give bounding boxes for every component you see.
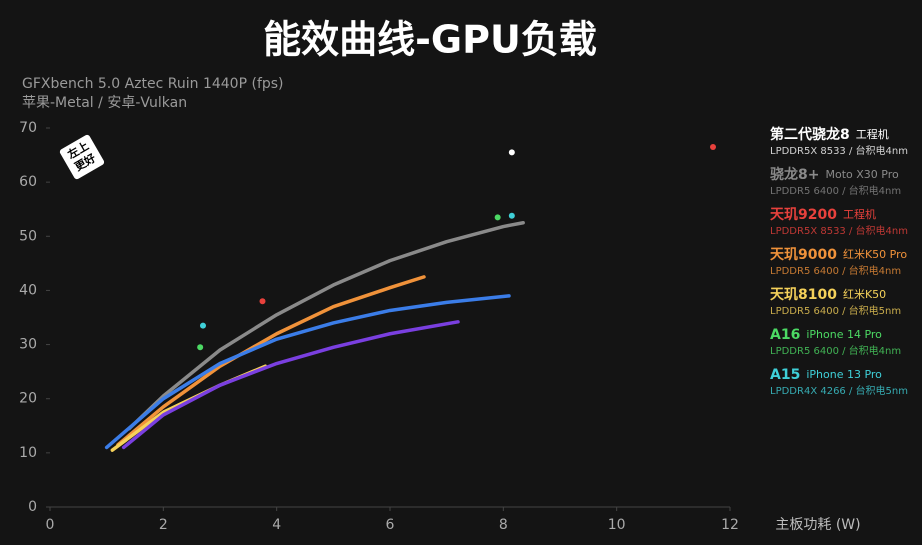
legend-device: 工程机 <box>856 127 889 141</box>
legend-name: A16 iPhone 14 Pro <box>770 327 882 343</box>
legend-name: A15 iPhone 13 Pro <box>770 367 882 383</box>
legend-spec: LPDDR5 6400 / 台积电4nm <box>770 264 901 277</box>
data-point <box>494 214 501 221</box>
badge-bg <box>59 134 105 180</box>
x-tick-label: 0 <box>46 517 55 533</box>
data-point <box>259 298 266 305</box>
legend-name-text: 天玑8100 <box>770 287 837 303</box>
x-tick-label: 8 <box>499 517 508 533</box>
y-tick-label: 70 <box>19 120 37 136</box>
y-tick-label: 20 <box>19 391 37 407</box>
legend-spec: LPDDR5X 8533 / 台积电4nm <box>770 224 908 237</box>
y-tick-label: 10 <box>19 445 37 461</box>
legend-spec: LPDDR5 6400 / 台积电4nm <box>770 184 901 197</box>
chart-title: 能效曲线-GPU负载 <box>263 18 597 62</box>
x-tick-label: 12 <box>721 517 739 533</box>
x-tick-label: 2 <box>159 517 168 533</box>
legend-name-text: A16 <box>770 327 800 343</box>
legend-name-text: 天玑9200 <box>770 207 837 223</box>
curve <box>121 320 460 450</box>
data-point <box>200 322 206 329</box>
legend-name-text: 骁龙8+ <box>770 166 819 183</box>
x-tick-label: 6 <box>386 517 395 533</box>
legend-name-text: 第二代骁龙8 <box>770 126 850 143</box>
x-tick-label: 10 <box>608 517 626 533</box>
legend-name: 天玑9000 红米K50 Pro <box>770 247 907 263</box>
x-tick-label: 4 <box>272 517 281 533</box>
subtitle: 苹果-Metal / 安卓-Vulkan <box>22 95 187 111</box>
data-point <box>197 344 204 351</box>
legend-name: 第二代骁龙8 工程机 <box>770 126 889 143</box>
legend-spec: LPDDR4X 4266 / 台积电5nm <box>770 384 908 397</box>
y-tick-label: 0 <box>28 499 37 515</box>
data-point <box>508 149 515 156</box>
legend-name: 天玑9200 工程机 <box>770 207 876 223</box>
subtitle: GFXbench 5.0 Aztec Ruin 1440P (fps) <box>22 76 284 92</box>
legend-spec: LPDDR5 6400 / 台积电4nm <box>770 344 901 357</box>
legend-device: iPhone 13 Pro <box>806 368 882 381</box>
data-point <box>508 212 515 219</box>
legend-device: 红米K50 Pro <box>843 248 907 261</box>
curve <box>127 221 525 431</box>
y-tick-label: 40 <box>19 282 37 298</box>
legend-device: Moto X30 Pro <box>825 168 899 181</box>
legend-device: 红米K50 <box>843 288 886 301</box>
legend-name-text: A15 <box>770 367 800 383</box>
legend-device: 工程机 <box>843 207 876 221</box>
x-axis-label: 主板功耗 (W) <box>775 517 860 533</box>
legend-name: 骁龙8+ Moto X30 Pro <box>770 166 899 183</box>
legend-spec: LPDDR5 6400 / 台积电5nm <box>770 304 901 317</box>
data-point <box>710 143 716 150</box>
curve <box>104 294 511 450</box>
legend-name: 天玑8100 红米K50 <box>770 287 886 303</box>
curve <box>116 275 426 447</box>
badge: 左上 更好 <box>59 134 105 180</box>
y-tick-label: 50 <box>19 228 37 244</box>
legend-name-text: 天玑9000 <box>770 247 837 263</box>
y-tick-label: 30 <box>19 337 37 353</box>
y-tick-label: 60 <box>19 174 37 190</box>
legend-device: iPhone 14 Pro <box>806 328 882 341</box>
legend-spec: LPDDR5X 8533 / 台积电4nm <box>770 144 908 157</box>
